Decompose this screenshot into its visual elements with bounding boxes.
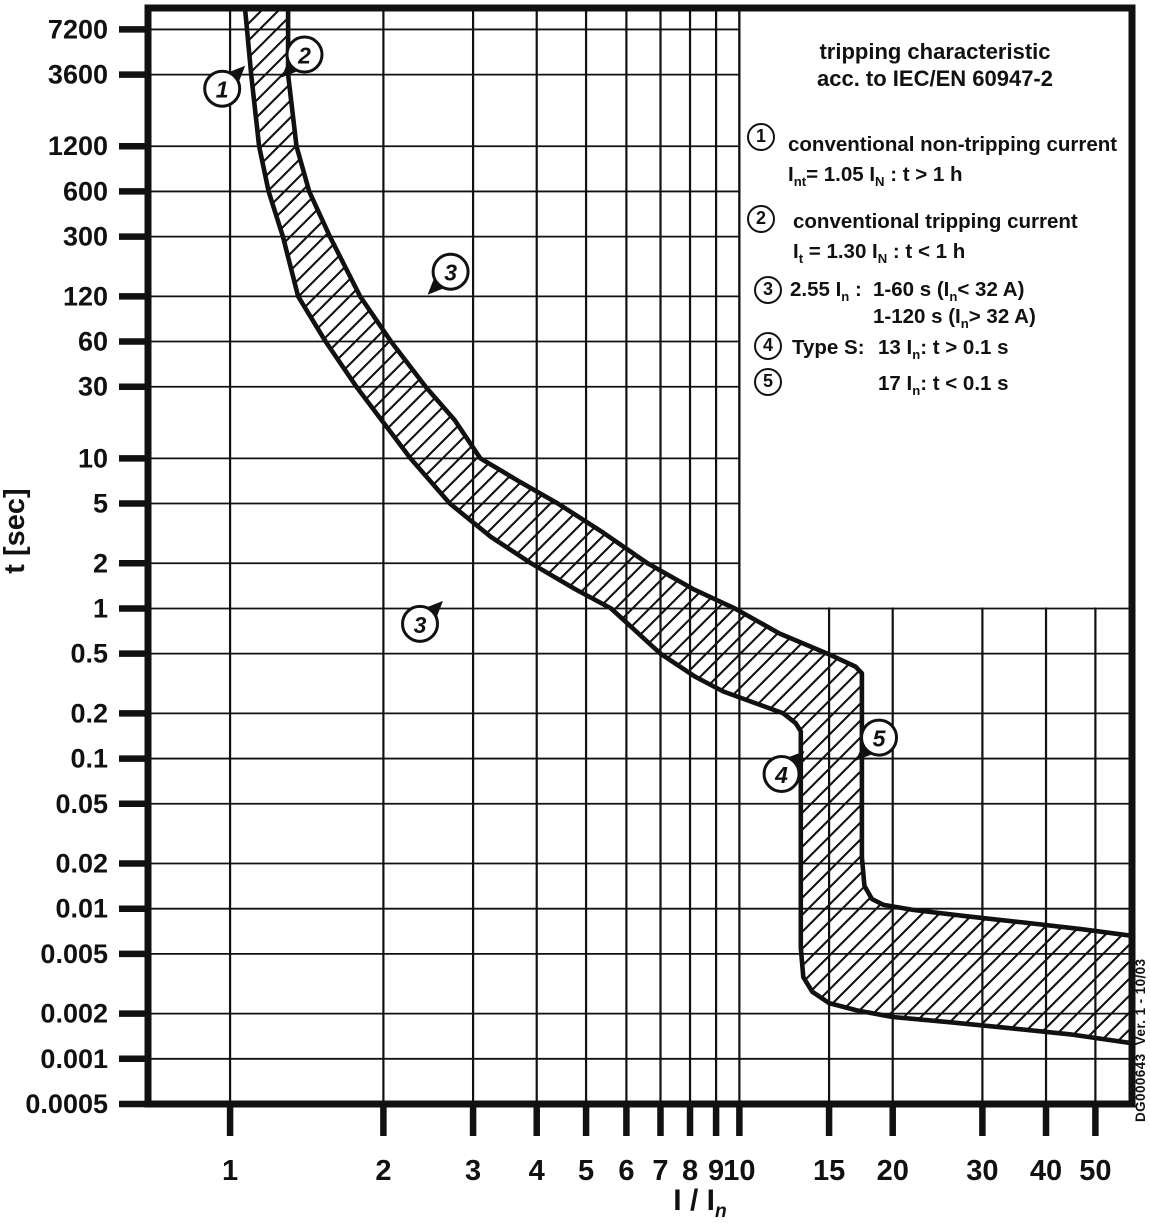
plot-border bbox=[144, 4, 1136, 1108]
y-tick-label: 1 bbox=[93, 593, 108, 623]
y-tick-label: 5 bbox=[93, 489, 108, 519]
marker-circle bbox=[431, 252, 470, 291]
legend-item-text: 17 In: t < 0.1 s bbox=[878, 372, 1009, 399]
y-tick-label: 0.0005 bbox=[25, 1089, 108, 1119]
x-axis-title: I / In bbox=[673, 1184, 727, 1222]
legend-item-text: conventional non-tripping current Int= 1.… bbox=[788, 133, 1118, 190]
marker-circle bbox=[762, 754, 801, 793]
x-tick-label: 2 bbox=[375, 1155, 391, 1187]
legend-item-number: 4 bbox=[754, 332, 782, 360]
marker-number: 3 bbox=[444, 260, 457, 286]
y-tick-label: 1200 bbox=[48, 131, 108, 161]
x-tick-label: 3 bbox=[465, 1155, 481, 1187]
legend-item-label: 2.55 In : bbox=[790, 278, 862, 305]
legend-item-number: 5 bbox=[754, 368, 782, 396]
legend-item-text: conventional tripping current It = 1.30 I… bbox=[793, 210, 1078, 267]
x-tick-label: 30 bbox=[966, 1155, 998, 1187]
x-tick-label: 5 bbox=[578, 1155, 594, 1187]
legend-item-number: 1 bbox=[747, 123, 775, 151]
legend-item-text: 13 In: t > 0.1 s bbox=[878, 336, 1009, 363]
x-tick-label: 15 bbox=[813, 1155, 845, 1187]
y-axis-title: t [sec] bbox=[0, 488, 31, 574]
x-tick-label: 50 bbox=[1079, 1155, 1111, 1187]
x-tick-label: 1 bbox=[222, 1155, 238, 1187]
legend-item-label: Type S: bbox=[792, 336, 865, 359]
tripping-band bbox=[242, 8, 1132, 1046]
y-tick-label: 0.005 bbox=[40, 939, 108, 969]
y-tick-label: 3600 bbox=[48, 60, 108, 90]
x-tick-label: 7 bbox=[652, 1155, 668, 1187]
y-tick-label: 300 bbox=[63, 222, 108, 252]
marker-circle bbox=[203, 69, 242, 108]
x-tick-label: 40 bbox=[1030, 1155, 1062, 1187]
y-tick-label: 0.05 bbox=[55, 789, 108, 819]
y-tick-label: 10 bbox=[78, 443, 108, 473]
y-tick-label: 0.002 bbox=[40, 999, 108, 1029]
watermark: DG000643 Ver. 1 - 10/03 bbox=[1133, 958, 1148, 1122]
y-tick-label: 0.1 bbox=[70, 744, 108, 774]
legend-background bbox=[740, 4, 1139, 608]
x-tick-label: 20 bbox=[877, 1155, 909, 1187]
x-tick-label: 4 bbox=[529, 1155, 545, 1187]
x-tick-label: 9 bbox=[708, 1155, 724, 1187]
y-tick-label: 7200 bbox=[48, 14, 108, 44]
y-tick-label: 0.2 bbox=[70, 698, 108, 728]
y-tick-label: 30 bbox=[78, 372, 108, 402]
y-tick-label: 120 bbox=[63, 281, 108, 311]
legend-item-number: 2 bbox=[747, 205, 775, 233]
x-tick-label: 10 bbox=[723, 1155, 755, 1187]
y-tick-label: 0.001 bbox=[40, 1044, 108, 1074]
legend-item-number: 3 bbox=[754, 276, 782, 304]
marker-circle bbox=[285, 35, 324, 74]
y-tick-label: 0.02 bbox=[55, 849, 108, 879]
y-tick-label: 0.01 bbox=[55, 894, 108, 924]
chart-title-line1: tripping characteristic bbox=[819, 39, 1051, 64]
y-tick-label: 600 bbox=[63, 176, 108, 206]
marker-number: 5 bbox=[873, 726, 887, 752]
y-tick-label: 0.5 bbox=[70, 639, 108, 669]
x-tick-label: 6 bbox=[618, 1155, 634, 1187]
y-tick-label: 60 bbox=[78, 327, 108, 357]
marker-number: 4 bbox=[774, 762, 788, 788]
chart-title-line2: acc. to IEC/EN 60947-2 bbox=[816, 66, 1053, 91]
marker-number: 1 bbox=[216, 77, 229, 103]
marker-circle bbox=[401, 604, 440, 643]
x-tick-label: 8 bbox=[682, 1155, 698, 1187]
y-tick-label: 2 bbox=[93, 548, 108, 578]
legend-item-text: 1-60 s (In< 32 A) 1-120 s (In> 32 A) bbox=[873, 278, 1036, 332]
marker-number: 2 bbox=[297, 43, 311, 69]
marker-number: 3 bbox=[414, 612, 427, 638]
chart-title: tripping characteristic acc. to IEC/EN 6… bbox=[770, 38, 1100, 92]
marker-circle bbox=[860, 718, 899, 757]
